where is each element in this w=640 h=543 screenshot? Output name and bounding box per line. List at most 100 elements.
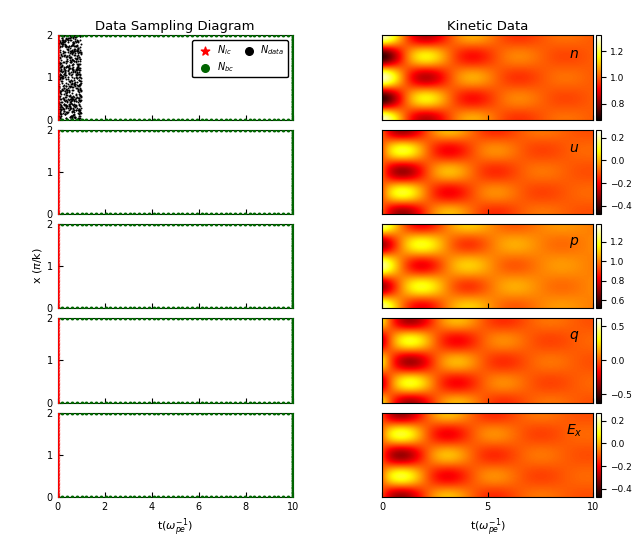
Point: [52, 281, 63, 289]
Point: [52, 424, 63, 433]
Point: [168, 493, 178, 501]
Point: [72, 67, 83, 76]
Point: [225, 31, 236, 40]
Point: [54, 72, 64, 81]
Point: [254, 314, 264, 323]
Point: [202, 115, 212, 124]
Point: [64, 51, 74, 60]
Point: [52, 304, 63, 313]
Point: [139, 115, 149, 124]
Point: [288, 469, 298, 477]
Point: [69, 50, 79, 59]
Point: [288, 210, 298, 218]
Point: [96, 398, 106, 407]
Point: [52, 487, 63, 495]
Point: [63, 81, 74, 90]
Point: [168, 115, 178, 124]
Point: [61, 42, 71, 51]
Point: [60, 71, 70, 80]
Point: [288, 294, 298, 302]
Point: [68, 67, 79, 76]
Point: [81, 408, 92, 417]
Point: [52, 315, 63, 324]
Point: [52, 115, 63, 124]
Point: [52, 137, 63, 146]
Point: [154, 125, 164, 134]
Point: [216, 125, 226, 134]
Point: [134, 125, 145, 134]
Point: [58, 314, 68, 323]
Point: [65, 100, 76, 109]
Point: [76, 96, 86, 104]
Point: [52, 111, 63, 119]
Point: [55, 87, 65, 96]
Point: [52, 48, 63, 57]
Point: [58, 70, 68, 78]
Point: [58, 81, 68, 90]
Point: [52, 52, 63, 61]
Point: [54, 112, 65, 121]
Point: [52, 228, 63, 237]
Point: [52, 471, 63, 480]
Point: [120, 125, 130, 134]
Y-axis label: x ($\pi$/k): x ($\pi$/k): [31, 248, 44, 285]
Point: [52, 115, 63, 124]
Point: [177, 31, 188, 40]
Point: [52, 300, 63, 308]
Point: [72, 45, 82, 54]
Point: [61, 102, 71, 110]
Point: [86, 210, 97, 218]
Point: [134, 115, 145, 124]
Point: [66, 103, 76, 112]
Point: [288, 156, 298, 165]
Point: [288, 374, 298, 383]
Point: [52, 148, 63, 157]
Point: [81, 31, 92, 40]
Point: [244, 314, 255, 323]
Point: [62, 493, 72, 501]
Point: [56, 34, 67, 42]
Point: [52, 463, 63, 471]
Point: [61, 95, 71, 104]
Point: [61, 103, 71, 112]
Point: [67, 40, 77, 49]
Point: [288, 100, 298, 109]
Point: [54, 75, 65, 84]
Point: [288, 252, 298, 261]
Point: [54, 59, 64, 67]
Point: [192, 493, 202, 501]
Point: [55, 36, 65, 45]
Point: [59, 62, 69, 71]
Point: [67, 106, 77, 115]
Point: [250, 314, 260, 323]
Point: [76, 48, 86, 56]
Point: [62, 102, 72, 110]
Point: [148, 210, 159, 218]
Point: [60, 65, 70, 74]
Point: [288, 463, 298, 472]
Point: [74, 81, 84, 90]
Point: [52, 378, 63, 387]
Point: [158, 493, 168, 501]
Point: [139, 398, 149, 407]
Point: [65, 83, 76, 91]
Point: [288, 488, 298, 496]
Point: [52, 298, 63, 307]
Point: [288, 324, 298, 333]
Point: [53, 43, 63, 52]
Point: [288, 238, 298, 247]
Point: [67, 86, 77, 94]
Point: [52, 81, 63, 90]
Point: [65, 81, 76, 90]
Point: [64, 62, 74, 71]
Point: [52, 147, 63, 155]
Point: [163, 115, 173, 124]
Point: [75, 91, 85, 100]
Point: [62, 108, 72, 117]
X-axis label: t($\omega_{pe}^{-1}$): t($\omega_{pe}^{-1}$): [157, 517, 193, 539]
Point: [71, 97, 81, 105]
Point: [72, 115, 82, 124]
Point: [53, 36, 63, 45]
Point: [67, 304, 77, 313]
Point: [288, 151, 298, 160]
